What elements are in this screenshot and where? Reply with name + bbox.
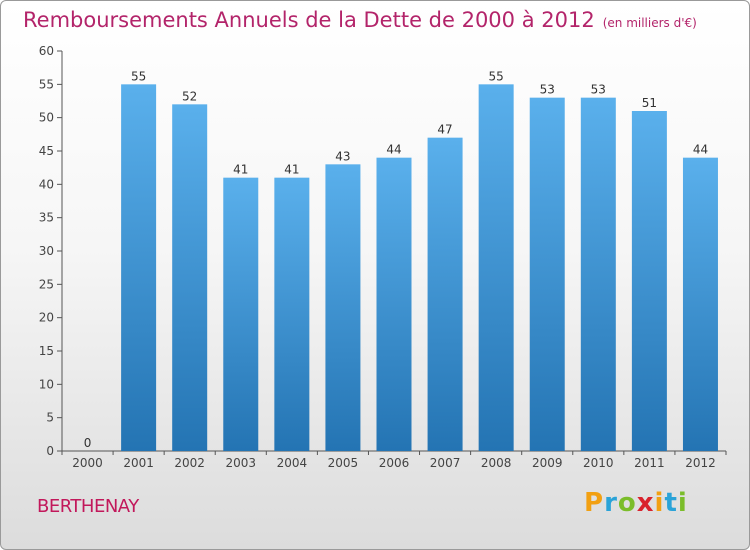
- x-tick-label-2006: 2006: [379, 456, 410, 470]
- x-tick-label-2003: 2003: [225, 456, 256, 470]
- bar-2005: [325, 164, 361, 452]
- y-tick-label: 10: [39, 377, 54, 391]
- bar-2006: [376, 157, 412, 451]
- chart-title: Remboursements Annuels de la Dette de 20…: [23, 8, 595, 32]
- y-tick-label: 60: [39, 44, 54, 58]
- value-label-2011: 51: [642, 96, 657, 110]
- y-tick-label: 50: [39, 111, 54, 125]
- y-tick-label: 15: [39, 344, 54, 358]
- value-label-2006: 44: [386, 143, 401, 157]
- x-tick-label-2012: 2012: [685, 456, 716, 470]
- x-tick-label-2005: 2005: [328, 456, 359, 470]
- value-label-2004: 41: [284, 163, 299, 177]
- value-label-2002: 52: [182, 89, 197, 103]
- bar-2003: [223, 177, 259, 451]
- proxiti-logo: Proxiti: [584, 488, 688, 518]
- value-label-2007: 47: [437, 123, 452, 137]
- y-tick-label: 20: [39, 311, 54, 325]
- bar-2001: [121, 84, 157, 451]
- value-label-2003: 41: [233, 163, 248, 177]
- chart-unit-label: (en milliers d'€): [602, 16, 697, 30]
- logo-letter: o: [617, 488, 637, 518]
- value-label-2008: 55: [489, 69, 504, 83]
- y-tick-label: 25: [39, 277, 54, 291]
- y-tick-label: 0: [46, 444, 54, 458]
- logo-letter: r: [604, 488, 618, 518]
- x-tick-label-2008: 2008: [481, 456, 512, 470]
- y-tick-label: 5: [46, 411, 54, 425]
- logo-letter: t: [664, 488, 678, 518]
- value-label-2010: 53: [591, 83, 606, 97]
- y-tick-label: 40: [39, 177, 54, 191]
- value-label-2001: 55: [131, 69, 146, 83]
- y-tick-label: 35: [39, 211, 54, 225]
- value-label-2012: 44: [693, 143, 708, 157]
- x-tick-label-2001: 2001: [123, 456, 154, 470]
- logo-letter: P: [584, 488, 605, 518]
- value-label-2000: 0: [84, 436, 92, 450]
- labels: 0 2000 55 2001 52 2002 41 2003 41 2004 43 2005 44 200…: [72, 69, 715, 470]
- bar-2009: [529, 97, 565, 452]
- bar-2007: [427, 137, 463, 451]
- bars: [121, 84, 718, 452]
- x-tick-label-2011: 2011: [634, 456, 665, 470]
- bar-2012: [682, 157, 718, 451]
- x-tick-label-2010: 2010: [583, 456, 614, 470]
- y-tick-label: 55: [39, 77, 54, 91]
- x-tick-label-2004: 2004: [277, 456, 308, 470]
- logo-letter: i: [654, 488, 665, 518]
- bar-2008: [478, 84, 514, 451]
- bar-2011: [631, 111, 667, 451]
- x-tick-label-2009: 2009: [532, 456, 563, 470]
- location-name: BERTHENAY: [37, 496, 139, 517]
- x-tick-label-2002: 2002: [174, 456, 205, 470]
- bar-2004: [274, 177, 310, 451]
- bar-2002: [172, 104, 208, 451]
- logo-letter: x: [636, 488, 655, 518]
- bar-2010: [580, 97, 616, 452]
- x-tick-label-2007: 2007: [430, 456, 461, 470]
- logo-letter: i: [677, 488, 688, 518]
- y-tick-label: 45: [39, 144, 54, 158]
- chart-title-block: Remboursements Annuels de la Dette de 20…: [23, 8, 697, 32]
- y-tick-label: 30: [39, 244, 54, 258]
- x-tick-label-2000: 2000: [72, 456, 103, 470]
- value-label-2005: 43: [335, 149, 350, 163]
- value-label-2009: 53: [540, 83, 555, 97]
